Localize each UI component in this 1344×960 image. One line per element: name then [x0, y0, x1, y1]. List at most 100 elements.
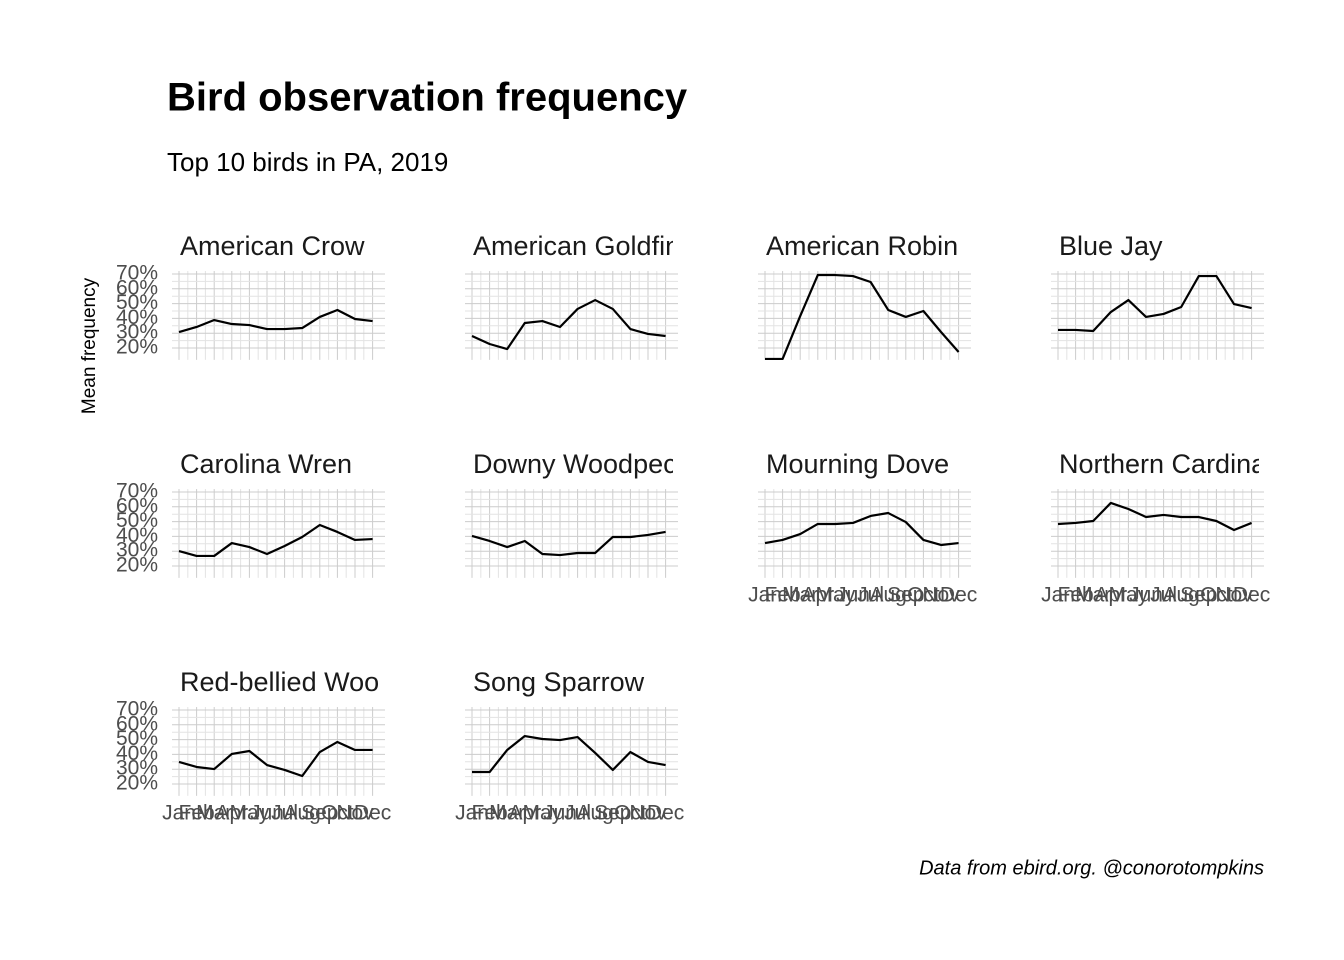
panel-title: Red-bellied Wood [180, 667, 394, 697]
x-tick-label: Aug [870, 583, 907, 606]
x-tick-label: Oct [321, 801, 354, 824]
x-tick-label: Apr [801, 583, 834, 606]
y-tick-label: 60% [116, 712, 158, 735]
y-tick-label: 70% [116, 480, 158, 503]
x-tick-label: Apr [1094, 583, 1127, 606]
x-tick-label: Jan [162, 801, 196, 824]
x-tick-label: May [230, 801, 270, 824]
x-tick-label: Feb [1058, 583, 1094, 606]
y-axis-label: Mean frequency [79, 277, 100, 414]
x-tick-label: Nov [922, 583, 960, 606]
caption: Data from ebird.org. @conorotompkins [919, 857, 1264, 879]
y-tick-label: 50% [116, 509, 158, 532]
x-tick-label: Dec [940, 583, 977, 606]
y-tick-label: 50% [116, 291, 158, 314]
line [178, 740, 373, 778]
line [764, 511, 959, 547]
x-tick-label: Oct [907, 583, 940, 606]
x-tick-label: Oct [614, 801, 647, 824]
x-tick-label: Dec [647, 801, 684, 824]
line [178, 523, 373, 558]
panel-title: American Crow [180, 231, 365, 261]
line [471, 530, 666, 557]
x-tick-label: May [816, 583, 856, 606]
panel: Red-bellied Wood 20%30%40%50%60%70% JanFeb… [116, 667, 394, 824]
panel: American Robin [758, 231, 971, 361]
panel-title: Song Sparrow [473, 667, 645, 697]
panel: American Crow 20%30%40%50%60%70% [116, 231, 385, 360]
y-tick-label: 30% [116, 539, 158, 562]
x-tick-label: Mar [782, 583, 818, 606]
x-tick-label: Jul [1150, 583, 1177, 606]
y-tick-label: 50% [116, 727, 158, 750]
x-tick-label: Jun [250, 801, 284, 824]
panel-title: Northern Cardinal [1059, 449, 1272, 479]
x-tick-label: Jan [748, 583, 782, 606]
x-tick-label: Jan [455, 801, 489, 824]
x-tick-label: Sep [887, 583, 924, 606]
line [471, 298, 666, 351]
panel: Mourning Dove JanFebMarAprMayJunJulAugSep… [748, 449, 977, 606]
x-tick-label: Nov [1215, 583, 1253, 606]
y-tick-label: 60% [116, 276, 158, 299]
x-tick-label: Mar [196, 801, 232, 824]
x-tick-label: Feb [179, 801, 215, 824]
x-tick-label: Sep [594, 801, 631, 824]
line [1057, 501, 1253, 532]
x-tick-label: Sep [1180, 583, 1217, 606]
x-tick-label: Feb [472, 801, 508, 824]
y-tick-label: 30% [116, 757, 158, 780]
x-tick-label: Dec [1233, 583, 1270, 606]
y-tick-label: 40% [116, 742, 158, 765]
x-tick-label: Sep [301, 801, 338, 824]
panel: Song Sparrow JanFebMarAprMayJunJulAugSepO… [455, 667, 684, 824]
line [178, 308, 373, 334]
x-tick-label: Jun [1129, 583, 1163, 606]
panel-title: Downy Woodpeck [473, 449, 691, 479]
x-tick-label: May [523, 801, 563, 824]
x-tick-label: Dec [354, 801, 391, 824]
x-tick-label: Jan [1041, 583, 1075, 606]
x-tick-label: Apr [508, 801, 541, 824]
x-tick-label: Mar [489, 801, 525, 824]
x-tick-label: Aug [577, 801, 614, 824]
x-tick-label: Feb [765, 583, 801, 606]
x-tick-label: Apr [215, 801, 248, 824]
x-tick-label: Nov [336, 801, 374, 824]
x-tick-label: Aug [284, 801, 321, 824]
x-tick-label: Oct [1200, 583, 1233, 606]
panel: Northern Cardinal JanFebMarAprMayJunJulAu… [1041, 449, 1272, 606]
y-tick-label: 30% [116, 321, 158, 344]
x-tick-label: May [1109, 583, 1149, 606]
panel: American Goldfinc [465, 231, 694, 360]
x-tick-label: Mar [1075, 583, 1111, 606]
x-tick-label: Jun [836, 583, 870, 606]
chart-subtitle: Top 10 birds in PA, 2019 [167, 147, 448, 177]
y-tick-label: 40% [116, 524, 158, 547]
panel-title: American Robin [766, 231, 958, 261]
panel: Downy Woodpeck [465, 449, 691, 578]
panel-title: American Goldfinc [473, 231, 694, 261]
y-tick-label: 70% [116, 698, 158, 721]
line [765, 273, 960, 361]
y-tick-label: 40% [116, 306, 158, 329]
chart-title: Bird observation frequency [167, 76, 688, 120]
y-tick-label: 70% [116, 262, 158, 285]
panel-title: Mourning Dove [766, 449, 949, 479]
x-tick-label: Jul [857, 583, 884, 606]
x-tick-label: Jul [564, 801, 591, 824]
panel: Blue Jay [1051, 231, 1264, 360]
panel: Carolina Wren 20%30%40%50%60%70% [116, 449, 385, 578]
x-tick-label: Jun [543, 801, 577, 824]
panel-title: Carolina Wren [180, 449, 352, 479]
x-tick-label: Nov [629, 801, 667, 824]
y-tick-label: 20% [116, 554, 158, 577]
x-tick-label: Aug [1163, 583, 1200, 606]
y-tick-label: 60% [116, 494, 158, 517]
y-tick-label: 20% [116, 772, 158, 795]
y-tick-label: 20% [116, 336, 158, 359]
line [472, 734, 666, 774]
line [1058, 274, 1252, 333]
x-tick-label: Jul [271, 801, 298, 824]
